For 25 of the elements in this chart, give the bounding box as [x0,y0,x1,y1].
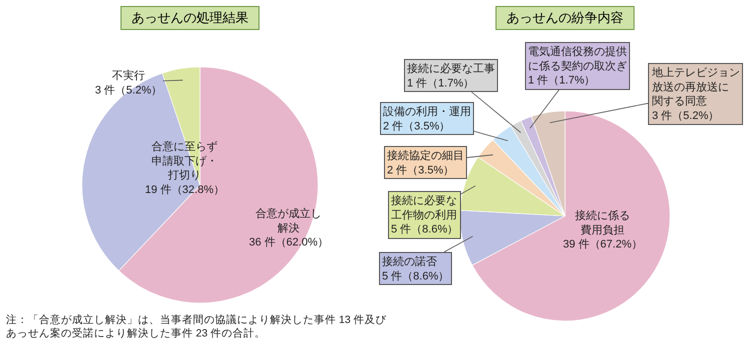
slice-label: 地上テレビジョン放送の再放送に関する同意 [651,66,740,108]
data-label: 1 件（1.7%） [407,77,474,90]
data-label: 3 件（5.2%） [95,84,162,96]
text: 注：「合意が成立し解決」は、当事者間の協議により解決した事件 13 件及びあっせん案の受諾により解決した事件 23 件の合計。 [6,313,388,340]
chart-title: あっせんの処理結果 [120,6,260,30]
slice-label: 接続に係る費用負担 [575,209,630,236]
data-label: 19 件（32.8%） [145,184,224,196]
data-label: 39 件（67.2%） [563,238,642,251]
data-label: 1 件（1.7%） [528,74,596,87]
data-label: 5 件（8.6%） [391,224,458,236]
data-label: 2 件（3.5%） [383,120,450,132]
slice-label: 合意に至らず申請取下げ・打切り [152,140,218,182]
slice-label: 設備の利用・運用 [383,105,471,118]
slice-label: 電気通信役務の提供に係る契約の取次ぎ [528,45,627,72]
slice-label: 接続協定の細目 [387,149,464,162]
data-label: 36 件（62.0%） [249,236,328,249]
data-label: 2 件（3.5%） [387,164,454,176]
slice-label: 接続の諾否 [382,255,437,268]
data-label: 5 件（8.6%） [382,270,450,282]
slice-label: 合意が成立し解決 [256,207,322,234]
slice-label: 接続に必要な工事 [407,62,495,75]
data-label: 3 件（5.2%） [652,110,720,122]
slice-label: 不実行 [112,69,146,82]
chart-title: あっせんの紛争内容 [496,6,634,30]
slice-label: 接続に必要な工作物の利用 [391,194,457,222]
